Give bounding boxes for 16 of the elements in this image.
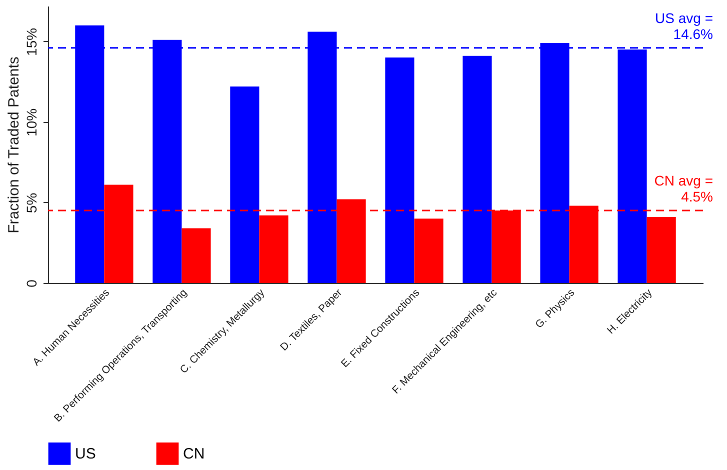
bar — [259, 215, 288, 283]
y-tick-label: 0 — [24, 279, 40, 288]
y-tick-label: 15% — [24, 28, 40, 56]
bar — [414, 218, 444, 283]
bar — [462, 56, 492, 283]
ref-line-label: CN avg = 4.5% — [654, 172, 713, 205]
bar — [646, 216, 676, 283]
bar — [230, 86, 260, 283]
legend-label: CN — [183, 446, 205, 463]
ref-line-label: US avg = 14.6% — [655, 10, 713, 42]
y-tick-label: 5% — [24, 192, 40, 214]
bar — [182, 228, 211, 283]
y-axis-title: Fraction of Traded Patents — [6, 56, 22, 234]
bar — [385, 58, 414, 283]
y-tick-label: 10% — [24, 108, 40, 136]
legend-label: US — [75, 446, 96, 463]
